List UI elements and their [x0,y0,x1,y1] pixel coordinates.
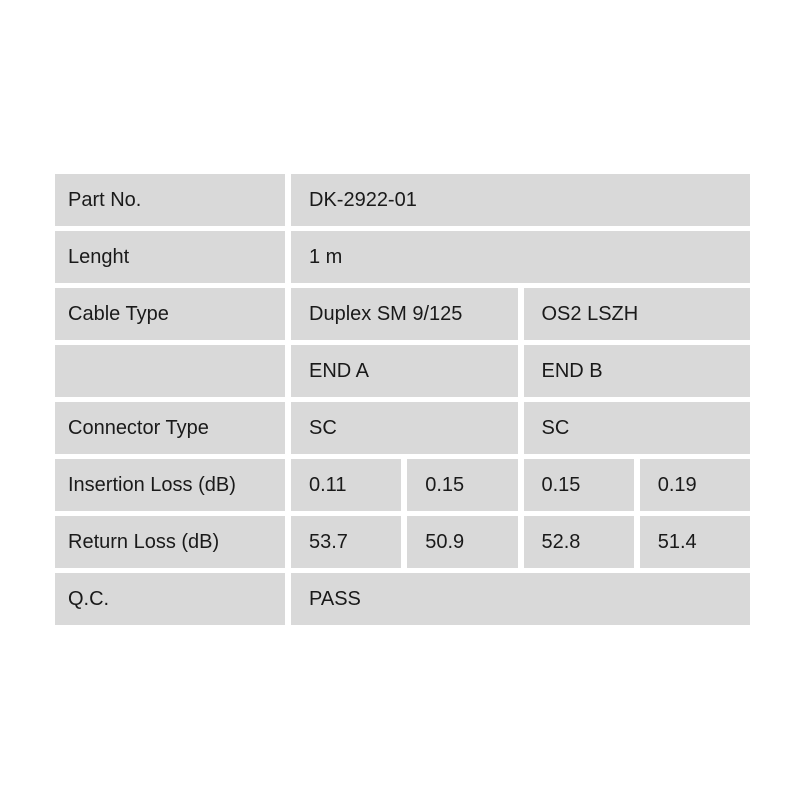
insertion-loss-end-a-2: 0.15 [407,459,518,511]
length-value: 1 m [291,231,750,283]
qc-value: PASS [291,573,750,625]
return-loss-label: Return Loss (dB) [55,516,285,568]
return-loss-end-b-1: 52.8 [523,516,634,568]
return-loss-end-b-2: 51.4 [639,516,750,568]
part-no-value: DK-2922-01 [291,174,750,226]
insertion-loss-end-b-2: 0.19 [639,459,750,511]
qc-label: Q.C. [55,573,285,625]
spec-table: Part No. DK-2922-01 Lenght 1 m Cable Typ… [55,174,750,625]
cable-type-value-b: OS2 LSZH [523,288,750,340]
cable-type-label: Cable Type [55,288,285,340]
cable-type-value-a: Duplex SM 9/125 [291,288,518,340]
connector-type-value-b: SC [523,402,750,454]
return-loss-end-a-2: 50.9 [407,516,518,568]
insertion-loss-end-b-1: 0.15 [523,459,634,511]
end-header-empty-cell [55,345,285,397]
length-label: Lenght [55,231,285,283]
connector-type-label: Connector Type [55,402,285,454]
part-no-label: Part No. [55,174,285,226]
connector-type-value-a: SC [291,402,518,454]
end-b-header: END B [523,345,750,397]
return-loss-end-a-1: 53.7 [291,516,402,568]
insertion-loss-label: Insertion Loss (dB) [55,459,285,511]
insertion-loss-end-a-1: 0.11 [291,459,402,511]
end-a-header: END A [291,345,518,397]
